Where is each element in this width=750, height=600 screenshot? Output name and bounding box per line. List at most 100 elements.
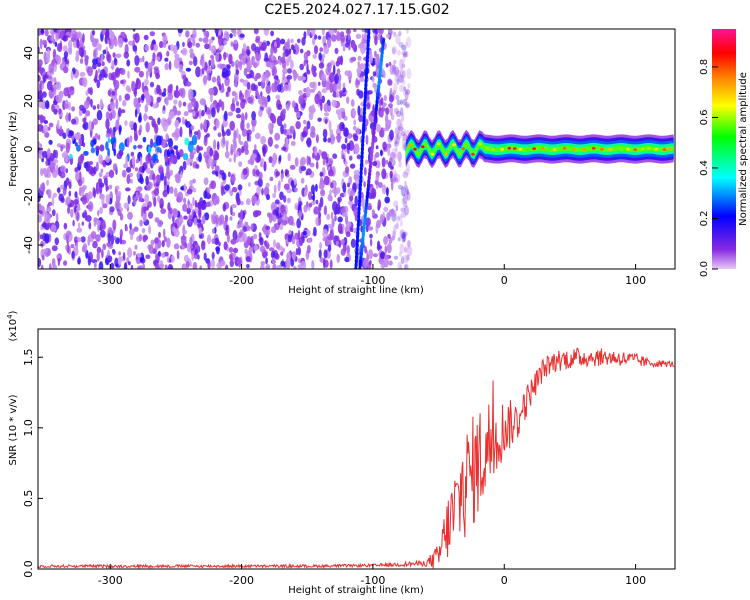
spectrogram-speckle <box>122 251 126 261</box>
x-tick-label: -300 <box>98 574 123 587</box>
spectrogram-speckle <box>83 150 89 156</box>
spectrogram-speckle <box>97 103 100 110</box>
spectrogram-speckle <box>126 174 131 185</box>
colorbar-gradient <box>712 29 736 269</box>
spectrogram-speckle <box>235 107 241 114</box>
spectrogram-speckle <box>38 59 43 67</box>
spectrogram-speckle <box>126 136 130 148</box>
spectrogram-speckle <box>185 67 192 72</box>
spectrogram-speckle <box>356 154 362 160</box>
spectrogram-speckle <box>99 229 106 238</box>
spectrogram-speckle <box>344 70 351 76</box>
spectrogram-speckle <box>236 114 242 119</box>
snr-series-line <box>38 347 675 569</box>
spectrogram-speckle <box>75 50 80 60</box>
spectrogram-speckle <box>352 40 356 51</box>
spectrogram-speckle <box>400 256 405 265</box>
spectrogram-speckle <box>170 44 174 52</box>
spectrogram-speckle <box>290 140 296 146</box>
spectrogram-speckle <box>230 148 234 156</box>
spectrogram-speckle <box>67 206 71 215</box>
spectrogram-speckle <box>244 148 249 155</box>
spectrogram-speckle <box>92 58 98 65</box>
spectrogram-speckle <box>405 88 411 95</box>
spectrogram-speckle <box>65 31 71 36</box>
snr-panel: -300 -200 -100 0 100 0.0 0.5 1.0 1.5 Height of s… <box>6 310 676 596</box>
spectrogram-speckle <box>65 245 68 251</box>
spectrogram-speckle <box>149 31 155 37</box>
spectrogram-speckle <box>197 201 202 210</box>
spectrogram-speckle <box>207 259 211 269</box>
spectrogram-speckle <box>394 146 398 152</box>
spectrogram-speckle <box>158 231 161 239</box>
spectrogram-speckle <box>152 52 156 62</box>
spectrogram-speckle <box>184 242 188 249</box>
spectrogram-speckle <box>250 235 254 247</box>
spectrogram-speckle <box>243 233 248 243</box>
spectrogram-speckle <box>92 30 95 36</box>
spectrogram-speckle <box>287 152 291 162</box>
spectrogram-speckle <box>334 47 339 55</box>
spectrogram-speckle <box>223 241 228 251</box>
spectrogram-speckle <box>402 54 406 64</box>
spectrogram-speckle <box>203 177 209 186</box>
spectrogram-speckle <box>365 217 371 227</box>
spectrogram-speckle <box>398 74 405 83</box>
spectrogram-speckle <box>404 180 407 190</box>
spectrogram-speckle <box>306 139 311 146</box>
spectrogram-speckle <box>167 263 173 269</box>
spectrogram-speckle <box>279 191 284 201</box>
spectrogram-speckle <box>258 98 263 105</box>
spectrogram-speckle <box>287 234 293 243</box>
spectrogram-speckle <box>192 110 196 117</box>
spectrogram-speckle <box>304 189 307 197</box>
spectrogram-speckle <box>254 132 261 140</box>
spectrogram-speckle <box>401 198 405 205</box>
snr-ticks: -300 -200 -100 0 100 0.0 0.5 1.0 1.5 <box>22 348 646 587</box>
spectrogram-speckle <box>405 184 409 195</box>
spectrogram-speckle <box>158 88 162 96</box>
spectrogram-speckle <box>400 186 406 197</box>
spectrogram-speckle <box>173 99 178 105</box>
spectrogram-speckle <box>55 81 62 91</box>
spectrogram-speckle <box>323 103 329 113</box>
spectrogram-speckle <box>92 105 97 110</box>
spectrogram-speckle <box>341 123 345 130</box>
spectrogram-speckle <box>310 29 316 37</box>
spectrogram-speckle <box>158 166 164 175</box>
spectrogram-speckle <box>328 29 335 36</box>
spectrogram-speckle <box>207 187 211 192</box>
spectrogram-speckle <box>371 76 375 83</box>
spectrogram-speckle <box>155 253 159 261</box>
signal-track-peak <box>491 148 495 151</box>
spectrogram-speckle <box>400 107 404 116</box>
spectrogram-speckle <box>76 237 82 242</box>
spectrogram-speckle <box>120 68 126 76</box>
spectrogram-streak <box>367 29 371 32</box>
spectrogram-speckle <box>253 62 258 69</box>
spectrogram-speckle <box>286 251 291 262</box>
spectrogram-speckle <box>120 109 126 114</box>
spectrogram-speckle <box>279 223 284 231</box>
spectrogram-speckle <box>99 144 105 152</box>
spectrogram-speckle <box>283 84 290 92</box>
signal-track-peak <box>626 147 630 151</box>
spectrogram-speckle <box>173 187 178 197</box>
spectrogram-speckle <box>65 112 70 123</box>
spectrogram-speckle <box>270 250 276 259</box>
spectrogram-speckle <box>275 94 281 100</box>
spectrogram-speckle <box>404 90 409 101</box>
spectrogram-speckle <box>51 162 54 173</box>
spectrogram-speckle <box>258 232 262 239</box>
x-tick-label: -200 <box>229 274 254 287</box>
y-tick-label: -40 <box>22 236 35 254</box>
spectrogram-speckle <box>148 174 152 181</box>
spectrogram-speckle <box>79 186 82 195</box>
spectrogram-speckle <box>228 53 233 65</box>
spectrogram-speckle <box>144 78 149 86</box>
spectrogram-speckle <box>365 134 369 145</box>
spectrogram-speckle <box>45 53 50 64</box>
spectrogram-speckle <box>118 95 122 102</box>
signal-track-peak <box>562 146 567 150</box>
spectrogram-speckle <box>325 81 331 91</box>
